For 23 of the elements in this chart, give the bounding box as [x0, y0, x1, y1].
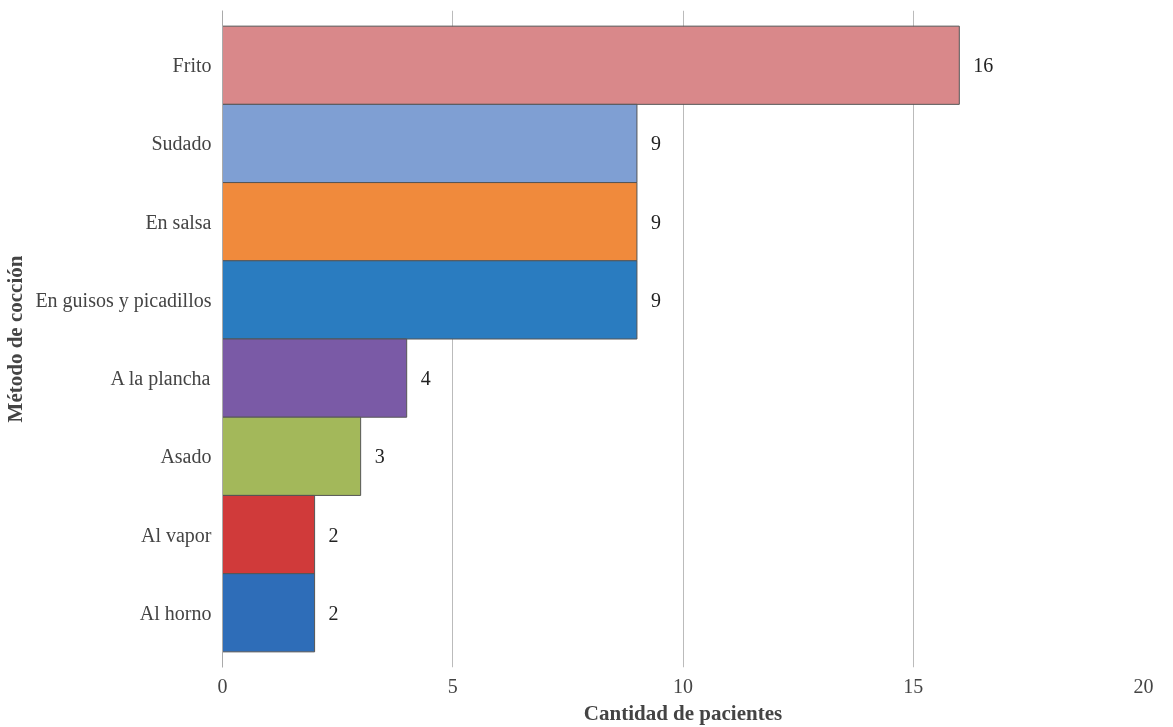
x-tick-label: 0 [217, 674, 228, 697]
y-tick-label: Frito [172, 54, 212, 77]
y-tick-label: Sudado [151, 132, 212, 155]
data-label: 9 [650, 210, 661, 233]
y-tick-label: A la plancha [110, 367, 211, 391]
x-tick-label: 20 [1133, 674, 1154, 697]
data-label: 2 [328, 601, 339, 624]
y-tick-label: Al vapor [140, 523, 212, 547]
data-label: 9 [650, 132, 661, 155]
y-tick-label: Asado [160, 445, 212, 468]
data-label: 2 [328, 523, 339, 546]
x-tick-label: 15 [903, 674, 924, 697]
x-tick-label: 10 [673, 674, 693, 697]
data-label: 9 [650, 288, 661, 311]
data-label: 4 [420, 367, 431, 390]
x-axis-title: Cantidad de pacientes [583, 700, 783, 725]
data-label: 16 [973, 54, 994, 77]
y-tick-label: En guisos y picadillos [35, 288, 212, 312]
y-tick-label: En salsa [145, 210, 212, 233]
y-tick-label: Al horno [139, 601, 212, 624]
data-label: 3 [374, 445, 385, 468]
y-axis-title: Método de cocción [3, 255, 28, 423]
x-tick-label: 5 [447, 674, 458, 697]
